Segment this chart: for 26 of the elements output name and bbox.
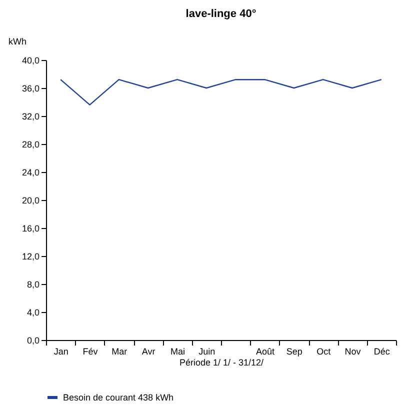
y-tick-label: 32,0 bbox=[22, 112, 40, 122]
legend-label: Besoin de courant 438 kWh bbox=[63, 392, 174, 402]
x-tick-label: Août bbox=[256, 346, 276, 356]
y-tick-label: 8,0 bbox=[26, 280, 40, 290]
x-tick-label: Fév bbox=[82, 346, 98, 356]
x-tick-label: Jan bbox=[54, 346, 68, 356]
x-tick-label: Mar bbox=[112, 346, 128, 356]
x-tick-label: Mai bbox=[170, 346, 186, 356]
x-tick-label: Juin bbox=[198, 346, 216, 356]
y-tick-label: 24,0 bbox=[22, 168, 40, 178]
x-tick-label: Nov bbox=[344, 346, 362, 356]
x-tick-label: Oct bbox=[316, 346, 332, 356]
y-tick-label: 16,0 bbox=[22, 224, 40, 234]
y-tick-label: 36,0 bbox=[22, 84, 40, 94]
x-tick-label: Avr bbox=[142, 346, 156, 356]
x-tick-label: Sep bbox=[286, 346, 302, 356]
y-tick-label: 4,0 bbox=[26, 308, 40, 318]
x-axis-title: Période 1/ 1/ - 31/12/ bbox=[179, 358, 264, 368]
chart-title: lave-linge 40° bbox=[186, 8, 256, 20]
y-tick-label: 20,0 bbox=[22, 196, 40, 206]
x-tick-label: Déc bbox=[374, 346, 390, 356]
y-tick-label: 12,0 bbox=[22, 252, 40, 262]
y-tick-label: 28,0 bbox=[22, 140, 40, 150]
y-tick-label: 0,0 bbox=[26, 336, 40, 346]
y-tick-label: 40,0 bbox=[22, 56, 40, 66]
y-axis-title: kWh bbox=[8, 36, 26, 46]
